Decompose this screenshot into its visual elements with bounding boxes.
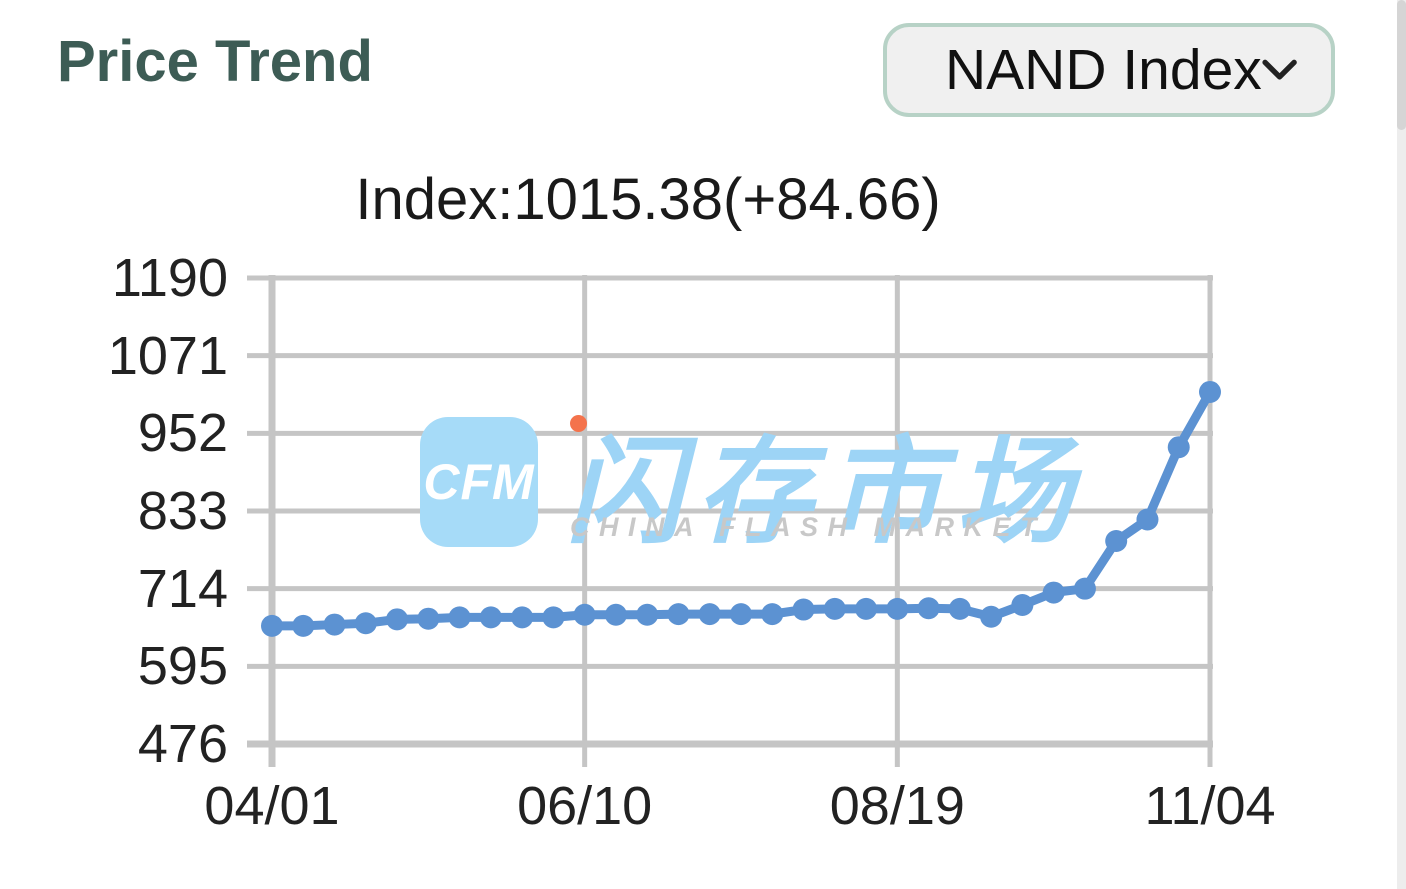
data-point[interactable] (542, 606, 565, 629)
watermark-orange-dot (570, 415, 587, 432)
y-axis-tick-label: 952 (137, 403, 228, 464)
scrollbar-thumb[interactable] (1397, 0, 1406, 130)
page-title: Price Trend (57, 29, 373, 94)
data-point[interactable] (292, 614, 315, 637)
scrollbar-track[interactable] (1397, 0, 1406, 889)
data-point[interactable] (886, 597, 909, 620)
price-trend-line (267, 387, 1215, 631)
data-point[interactable] (417, 607, 440, 630)
data-point[interactable] (261, 614, 283, 637)
index-selector-dropdown[interactable]: NAND Index (883, 23, 1335, 117)
data-point[interactable] (980, 605, 1003, 628)
data-point[interactable] (636, 603, 659, 626)
data-point[interactable] (855, 597, 878, 620)
data-point[interactable] (1136, 508, 1159, 531)
data-point[interactable] (698, 603, 721, 626)
data-point[interactable] (730, 603, 752, 626)
chevron-down-icon (1262, 59, 1297, 80)
data-point[interactable] (761, 603, 784, 626)
x-axis-tick-label: 11/04 (1144, 776, 1276, 836)
data-point[interactable] (479, 606, 502, 629)
data-point[interactable] (323, 613, 346, 636)
data-point[interactable] (792, 598, 815, 621)
data-point[interactable] (667, 603, 690, 626)
x-axis-tick-label: 04/01 (204, 776, 340, 836)
data-point[interactable] (511, 606, 534, 629)
x-axis-tick-label: 06/10 (517, 776, 653, 836)
data-point[interactable] (354, 612, 377, 635)
y-axis-tick-label: 595 (137, 636, 228, 697)
data-point[interactable] (917, 597, 940, 620)
data-point[interactable] (1073, 577, 1096, 600)
y-axis-tick-label: 476 (137, 714, 228, 774)
y-axis-tick-label: 833 (137, 481, 228, 541)
data-point[interactable] (1199, 380, 1221, 403)
watermark-chinese-text: 闪存市场 (566, 427, 1086, 557)
watermark-english-text: CHINA FLASH MARKET (570, 512, 1046, 542)
data-point[interactable] (1167, 436, 1190, 459)
x-axis-tick-label: 08/19 (829, 776, 965, 836)
cfm-logo-text: CFM (423, 454, 535, 510)
data-point[interactable] (604, 603, 627, 626)
data-point[interactable] (823, 597, 846, 620)
y-axis-tick-label: 1190 (111, 248, 228, 308)
chart-subtitle: Index:1015.38(+84.66) (355, 167, 941, 232)
cfm-logo: CFM (420, 417, 538, 547)
data-point[interactable] (1105, 530, 1128, 553)
data-point[interactable] (386, 608, 409, 631)
data-point[interactable] (448, 606, 471, 629)
y-axis-tick-label: 714 (137, 558, 228, 619)
data-point[interactable] (573, 603, 596, 626)
data-point[interactable] (1042, 581, 1065, 604)
data-point[interactable] (948, 597, 971, 620)
y-axis-tick-label: 1071 (107, 325, 228, 386)
index-selector-value: NAND Index (945, 38, 1262, 102)
data-point[interactable] (1011, 593, 1034, 616)
